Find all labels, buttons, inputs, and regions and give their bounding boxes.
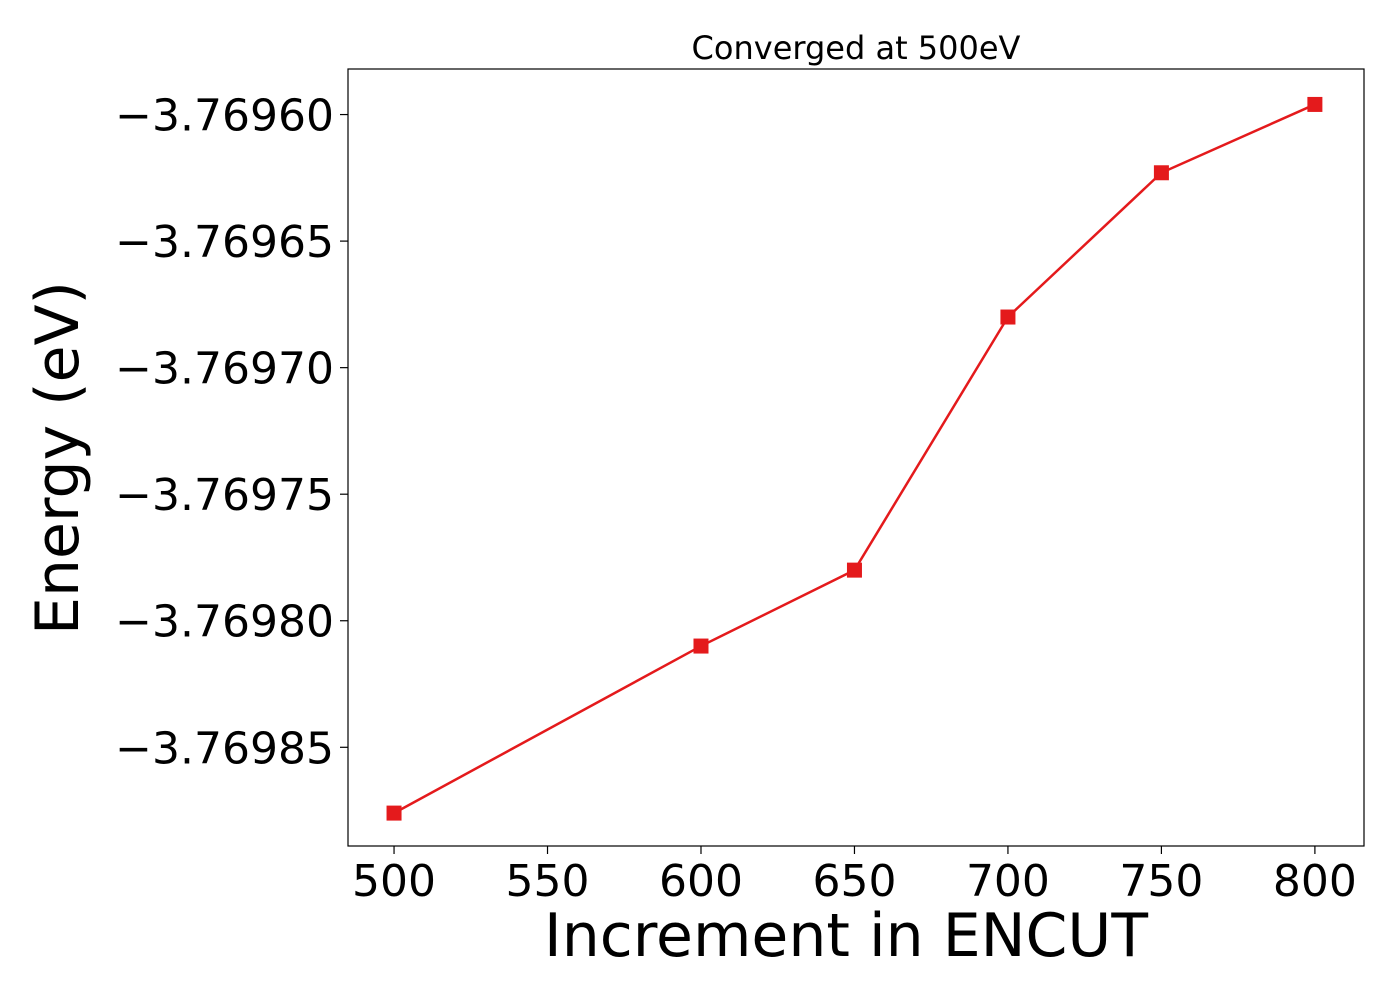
x-tick-label: 800 <box>1273 856 1357 907</box>
y-tick-label: −3.76970 <box>115 344 334 395</box>
plot-area <box>340 96 1323 854</box>
y-tick-label: −3.76985 <box>115 723 334 774</box>
y-tick-label: −3.76960 <box>115 91 334 142</box>
data-point <box>1307 96 1323 112</box>
y-axis-title: Energy (eV) <box>23 281 93 635</box>
y-tick-label: −3.76980 <box>115 597 334 648</box>
y-tick-label: −3.76965 <box>115 217 334 268</box>
chart-title: Converged at 500eV <box>692 29 1021 67</box>
data-point <box>693 638 709 654</box>
x-tick-label: 500 <box>352 856 436 907</box>
x-tick-label: 600 <box>659 856 743 907</box>
x-axis-title: Increment in ENCUT <box>544 901 1148 971</box>
x-tick-label: 550 <box>506 856 590 907</box>
data-point <box>846 562 862 578</box>
x-tick-label: 700 <box>966 856 1050 907</box>
data-point <box>386 805 402 821</box>
data-point <box>1000 309 1016 325</box>
y-tick-label: −3.76975 <box>115 470 334 521</box>
series-line <box>393 103 1316 815</box>
x-tick-label: 750 <box>1119 856 1203 907</box>
x-tick-label: 650 <box>812 856 896 907</box>
plot-frame <box>347 68 1365 847</box>
data-point <box>1153 165 1169 181</box>
